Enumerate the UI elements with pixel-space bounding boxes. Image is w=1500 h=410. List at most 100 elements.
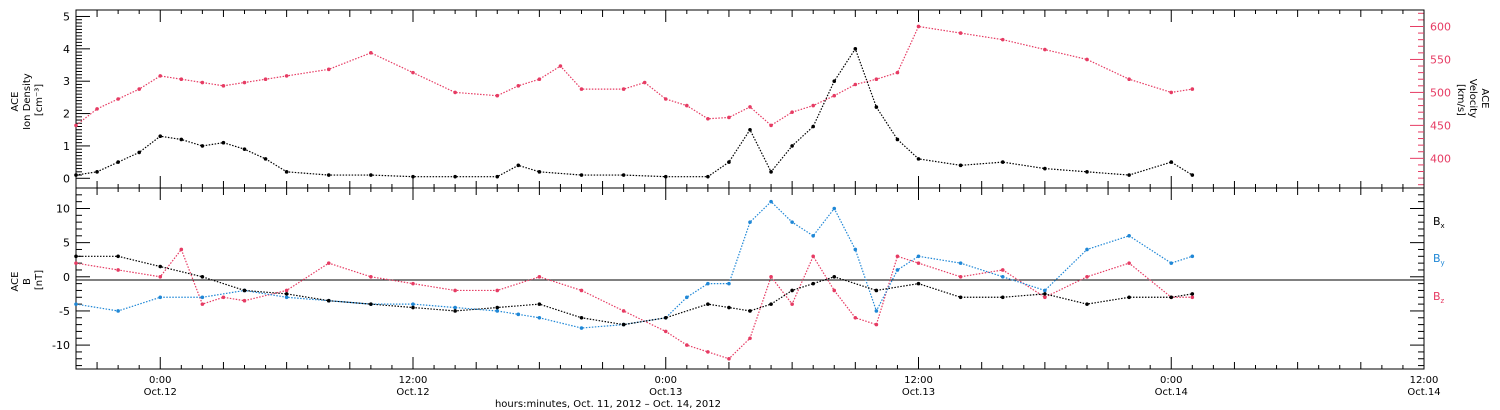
by-point [916,254,921,259]
date-tick-label: Oct.14 [1407,387,1440,398]
velocity-point [748,105,752,109]
b-tick-label: 5 [63,237,70,250]
bx-point [958,295,963,300]
legend-bz-sub: z [1441,297,1445,305]
density-point [1169,160,1174,164]
velocity-point [1127,77,1131,82]
bz-point [495,288,500,293]
velocity-point [895,70,900,75]
density-axis-title-line2: Ion Density [22,73,33,130]
density-tick-label: 1 [63,140,70,153]
density-point [916,157,921,161]
bz-point [811,254,815,259]
bx-point [874,288,879,293]
density-point [769,170,773,174]
b-tick-label: -10 [52,339,70,352]
by-point [411,302,415,306]
by-point [453,305,457,310]
density-point [790,144,794,148]
date-tick-label: Oct.14 [1155,387,1188,398]
velocity-tick-label: 500 [1430,86,1451,99]
density-point [453,174,457,179]
density-point [706,174,710,179]
density-tick-label: 5 [63,10,70,23]
density-axis-title-line1: ACE [10,92,21,112]
velocity-point [727,115,731,120]
bx-point [158,264,163,269]
density-point [537,170,542,174]
legend-by-label: B [1433,252,1441,265]
bx-point [706,302,710,306]
by-point [537,315,542,320]
velocity-tick-label: 450 [1430,119,1451,132]
top-panel-series [74,24,1195,179]
time-tick-label: 12:00 [904,375,933,386]
bz-point [200,302,205,306]
by-point [1043,288,1047,293]
date-tick-label: Oct.12 [144,387,177,398]
time-axis-ticks: 0:00Oct.1212:00Oct.120:00Oct.1312:00Oct.… [75,10,1441,398]
by-point [748,220,752,224]
density-point [1043,166,1047,171]
bx-point [1043,292,1047,296]
density-point [853,47,858,51]
by-point [495,309,500,313]
bz-point [242,298,247,303]
velocity-axis-title-line2: Velocity [1467,79,1478,118]
bx-point [537,302,542,306]
by-point [516,312,521,317]
by-point [706,281,710,286]
bx-point [1000,295,1005,300]
bx-point [916,281,921,286]
velocity-point [516,84,521,88]
bz-point [916,261,921,265]
bz-point [853,315,858,320]
bz-point [369,274,373,279]
bz-point [621,309,626,313]
bz-point [1085,274,1089,279]
top-panel-frame [75,9,1425,189]
velocity-point [811,103,815,108]
velocity-point [158,74,163,78]
velocity-point [137,87,141,91]
velocity-point [200,80,205,85]
velocity-point [74,123,78,128]
b-axis-title-line1: ACE [10,272,21,292]
velocity-point [326,67,331,72]
density-tick-label: 4 [63,43,70,56]
bx-point [495,305,500,310]
by-point [284,295,289,300]
by-trace [75,200,1193,329]
density-point [137,150,141,155]
by-point [769,199,773,204]
density-point [74,173,78,177]
bx-point [453,309,457,313]
density-point [874,105,879,109]
bz-point [706,350,710,354]
legend-bx-sub: x [1441,222,1445,230]
bz-point [537,274,542,279]
velocity-point [284,74,289,78]
bx-point [116,254,120,259]
bx-point [748,309,752,313]
velocity-point [769,123,773,128]
bz-point [663,329,668,334]
bottom-panel-series [74,199,1195,361]
x-axis-title: hours:minutes, Oct. 11, 2012 – Oct. 14, … [495,399,721,410]
density-point [495,174,500,179]
density-tick-label: 2 [63,108,70,121]
velocity-point [916,24,921,29]
bx-point [411,305,415,310]
bz-point [1000,268,1005,272]
by-series [74,199,1195,330]
velocity-point [179,77,184,82]
density-point [221,140,226,145]
bz-point [748,336,752,341]
by-point [832,206,837,211]
by-point [895,268,900,272]
velocity-point [95,107,99,111]
velocity-point [706,116,710,121]
bx-series [74,254,1195,327]
by-point [158,295,163,300]
by-point [1085,247,1089,252]
